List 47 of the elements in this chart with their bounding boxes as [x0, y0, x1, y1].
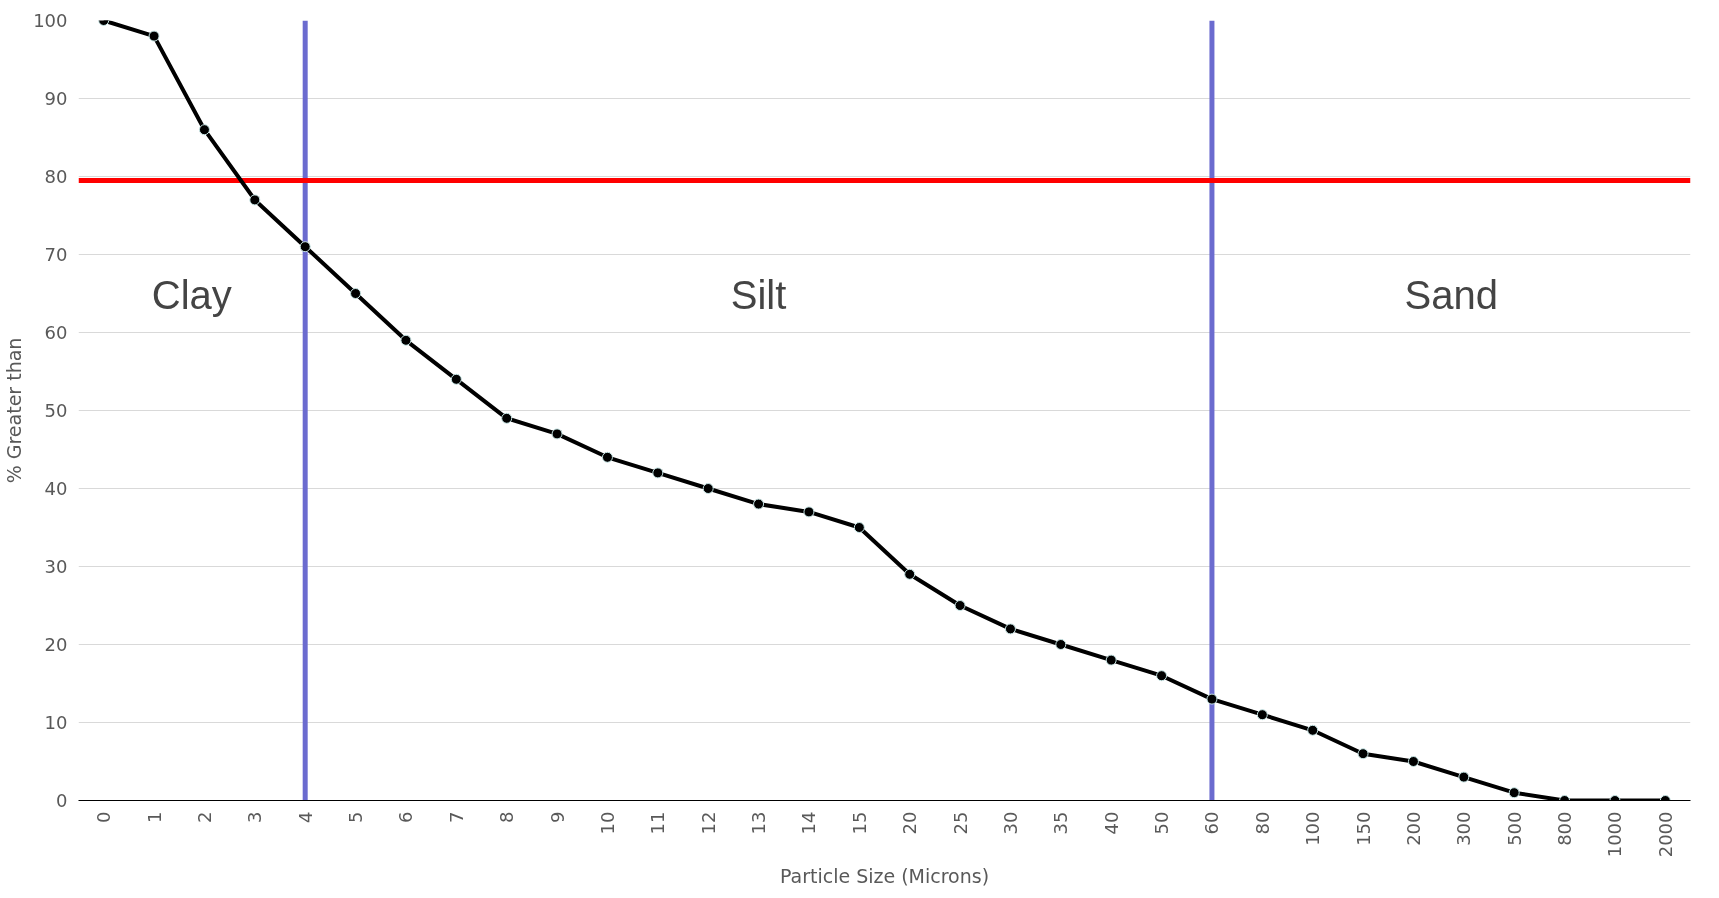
x-tick-label: 30	[999, 811, 1021, 835]
y-tick-label: 10	[44, 712, 68, 733]
annotation: Clay	[151, 272, 232, 317]
x-tick-label: 12	[697, 811, 719, 835]
x-tick-label: 20	[899, 811, 921, 835]
x-tick-label: 13	[748, 811, 770, 835]
y-tick-label: 90	[44, 88, 68, 109]
x-tick-label: 200	[1402, 811, 1424, 846]
y-tick-label: 30	[44, 556, 68, 577]
x-tick-label: 500	[1503, 811, 1525, 846]
x-tick-label: 50	[1151, 811, 1173, 835]
y-tick-label: 100	[33, 10, 68, 31]
y-tick-label: 80	[44, 166, 68, 187]
x-tick-label: 0	[93, 811, 115, 823]
x-tick-label: 11	[647, 811, 669, 835]
x-tick-label: 14	[798, 811, 820, 835]
x-tick-label: 100	[1302, 811, 1324, 846]
x-tick-label: 15	[848, 811, 870, 835]
x-tick-label: 1000	[1604, 811, 1626, 858]
y-axis-title: % Greater than	[3, 337, 26, 484]
annotation: Sand	[1404, 272, 1498, 317]
y-tick-label: 60	[44, 322, 68, 343]
annotation: Silt	[730, 272, 787, 317]
x-tick-label: 2	[193, 811, 215, 823]
y-tick-label: 40	[44, 478, 68, 499]
y-tick-label: 50	[44, 400, 68, 421]
x-tick-label: 6	[395, 811, 417, 823]
y-tick-label: 70	[44, 244, 68, 265]
x-tick-label: 1	[143, 811, 165, 823]
x-tick-label: 300	[1453, 811, 1475, 846]
x-tick-label: 150	[1352, 811, 1374, 846]
x-tick-label: 9	[546, 811, 568, 823]
x-tick-label: 60	[1201, 811, 1223, 835]
x-tick-label: 5	[345, 811, 367, 823]
x-tick-label: 8	[496, 811, 518, 823]
x-tick-label: 80	[1251, 811, 1273, 835]
x-tick-label: 7	[445, 811, 467, 823]
x-tick-label: 4	[294, 811, 316, 823]
x-tick-label: 10	[596, 811, 618, 835]
x-tick-label: 3	[244, 811, 266, 823]
y-tick-label: 20	[44, 634, 68, 655]
x-tick-label: 2000	[1654, 811, 1676, 858]
x-tick-label: 800	[1554, 811, 1576, 846]
x-axis-title: Particle Size (Microns)	[779, 865, 990, 888]
x-tick-label: 25	[949, 811, 971, 835]
x-tick-label: 35	[1050, 811, 1072, 835]
x-tick-label: 40	[1100, 811, 1122, 835]
